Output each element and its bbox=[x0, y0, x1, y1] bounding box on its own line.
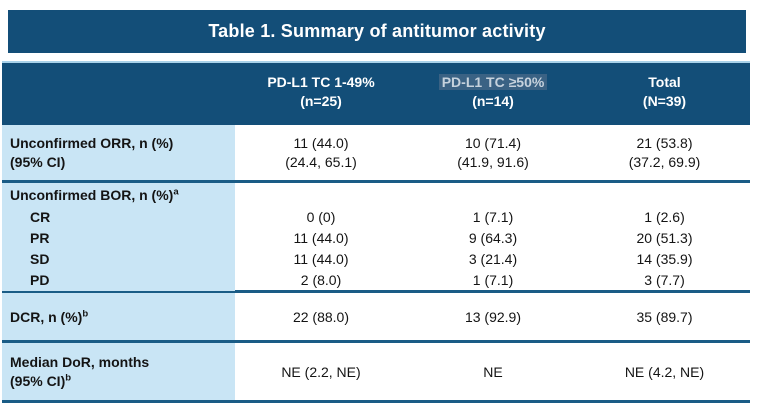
cell-value-line: NE (4.2, NE) bbox=[624, 363, 705, 380]
cell-value-line: 9 (64.3) bbox=[468, 230, 518, 246]
cell-value: 22 (88.0) bbox=[235, 293, 407, 340]
row-label-line: Median DoR, months bbox=[10, 353, 150, 370]
cell-value-line: 1 (7.1) bbox=[472, 272, 514, 288]
cell-value-line: 1 (7.1) bbox=[472, 209, 514, 225]
cell-value-line: (41.9, 91.6) bbox=[457, 153, 529, 170]
cell-value-line: 22 (88.0) bbox=[292, 308, 350, 325]
footnote-marker: a bbox=[173, 185, 179, 197]
row-label-line: DCR, n (%)b bbox=[10, 307, 89, 325]
cell-value: 20 (51.3) bbox=[579, 228, 750, 249]
cell-value: 1 (7.1) bbox=[407, 270, 579, 291]
row-label-line: Unconfirmed BOR, n (%)a bbox=[10, 185, 179, 203]
summary-table: PD-L1 TC 1-49% (n=25) PD-L1 TC ≥50% (n=14) T… bbox=[2, 61, 750, 403]
row-group-1: Unconfirmed ORR, n (%) (95% CI) 11 (44.0) (… bbox=[2, 125, 750, 180]
column-header-line2: (N=39) bbox=[642, 93, 687, 109]
cell-value: NE (2.2, NE) bbox=[235, 343, 407, 400]
row-label-line: PR bbox=[30, 230, 50, 246]
cell-value: 3 (7.7) bbox=[579, 270, 750, 291]
row-group-4: Median DoR, months (95% CI)b NE (2.2, NE) N… bbox=[2, 340, 750, 400]
cell-value: 0 (0) bbox=[235, 207, 407, 228]
table-row: PD 2 (8.0) 1 (7.1) 3 (7.7) bbox=[2, 270, 750, 291]
cell-value: 11 (44.0) bbox=[235, 249, 407, 270]
table-row: Unconfirmed BOR, n (%)a bbox=[2, 183, 750, 207]
cell-value bbox=[407, 183, 579, 207]
cell-value-line: 35 (89.7) bbox=[636, 308, 693, 325]
column-header-line2: (n=14) bbox=[472, 93, 514, 109]
column-header-line1: Total bbox=[648, 74, 681, 90]
table-row: Unconfirmed ORR, n (%) (95% CI) 11 (44.0) (… bbox=[2, 125, 750, 180]
cell-value: 2 (8.0) bbox=[235, 270, 407, 291]
row-label: PR bbox=[2, 228, 235, 249]
cell-value: 1 (2.6) bbox=[579, 207, 750, 228]
cell-value-line: 1 (2.6) bbox=[644, 209, 685, 225]
cell-value-line: 11 (44.0) bbox=[293, 134, 349, 151]
column-header-1: PD-L1 TC ≥50% (n=14) bbox=[407, 63, 579, 125]
cell-value-line: (37.2, 69.9) bbox=[628, 153, 701, 170]
column-header-line1: PD-L1 TC 1-49% bbox=[267, 74, 375, 90]
row-group-3: DCR, n (%)b 22 (88.0) 13 (92.9) 35 (89.7) bbox=[2, 290, 750, 340]
row-label: CR bbox=[2, 207, 235, 228]
cell-value-line: 2 (8.0) bbox=[300, 272, 342, 288]
cell-value-line: 14 (35.9) bbox=[636, 251, 693, 267]
table-header-row: PD-L1 TC 1-49% (n=25) PD-L1 TC ≥50% (n=14) T… bbox=[2, 61, 750, 125]
cell-value-line: 3 (7.7) bbox=[644, 272, 685, 288]
cell-value-line: 13 (92.9) bbox=[464, 308, 522, 325]
row-label: DCR, n (%)b bbox=[2, 293, 235, 340]
cell-value: 14 (35.9) bbox=[579, 249, 750, 270]
table-row: DCR, n (%)b 22 (88.0) 13 (92.9) 35 (89.7) bbox=[2, 293, 750, 340]
cell-value-line: 21 (53.8) bbox=[636, 134, 693, 151]
table-title-banner: Table 1. Summary of antitumor activity bbox=[8, 10, 746, 53]
cell-value: 1 (7.1) bbox=[407, 207, 579, 228]
row-label: Unconfirmed BOR, n (%)a bbox=[2, 183, 235, 207]
cell-value: 13 (92.9) bbox=[407, 293, 579, 340]
cell-value: 10 (71.4) (41.9, 91.6) bbox=[407, 125, 579, 180]
cell-value bbox=[235, 183, 407, 207]
row-label-line: PD bbox=[30, 272, 50, 288]
table-body: Unconfirmed ORR, n (%) (95% CI) 11 (44.0) (… bbox=[2, 125, 750, 400]
column-header-line2: (n=25) bbox=[300, 93, 342, 109]
cell-value-line: NE (2.2, NE) bbox=[281, 363, 361, 380]
row-label-line: CR bbox=[30, 209, 51, 225]
table-row: PR 11 (44.0) 9 (64.3) 20 (51.3) bbox=[2, 228, 750, 249]
cell-value-line: 10 (71.4) bbox=[464, 134, 522, 151]
table-title: Table 1. Summary of antitumor activity bbox=[208, 21, 546, 41]
row-label-line: SD bbox=[30, 251, 50, 267]
row-label-line: (95% CI)b bbox=[10, 371, 72, 389]
header-spacer-cell bbox=[2, 63, 235, 125]
table-row: Median DoR, months (95% CI)b NE (2.2, NE) N… bbox=[2, 343, 750, 400]
table-row: CR 0 (0) 1 (7.1) 1 (2.6) bbox=[2, 207, 750, 228]
cell-value-line: 11 (44.0) bbox=[293, 251, 349, 267]
row-label: PD bbox=[2, 270, 235, 291]
row-label: Unconfirmed ORR, n (%) (95% CI) bbox=[2, 125, 235, 180]
cell-value: 3 (21.4) bbox=[407, 249, 579, 270]
row-label-line: Unconfirmed ORR, n (%) bbox=[10, 134, 174, 151]
cell-value-line: 3 (21.4) bbox=[468, 251, 518, 267]
cell-value-line: 20 (51.3) bbox=[636, 230, 693, 246]
row-group-2: Unconfirmed BOR, n (%)a CR 0 (0) 1 (7.1) 1 (… bbox=[2, 180, 750, 291]
cell-value: 35 (89.7) bbox=[579, 293, 750, 340]
cell-value-line: 11 (44.0) bbox=[293, 230, 349, 246]
column-header-0: PD-L1 TC 1-49% (n=25) bbox=[235, 63, 407, 125]
row-label: Median DoR, months (95% CI)b bbox=[2, 343, 235, 400]
cell-value-line: (24.4, 65.1) bbox=[285, 153, 357, 170]
cell-value bbox=[579, 183, 750, 207]
cell-value-line: NE bbox=[483, 363, 503, 380]
cell-value: NE (4.2, NE) bbox=[579, 343, 750, 400]
cell-value: 11 (44.0) bbox=[235, 228, 407, 249]
footnote-marker: b bbox=[65, 371, 72, 383]
cell-value: 9 (64.3) bbox=[407, 228, 579, 249]
footnote-marker: b bbox=[82, 307, 89, 319]
row-label-line: (95% CI) bbox=[10, 153, 66, 170]
column-header-line1: PD-L1 TC ≥50% bbox=[438, 74, 548, 90]
cell-value: 21 (53.8) (37.2, 69.9) bbox=[579, 125, 750, 180]
cell-value: NE bbox=[407, 343, 579, 400]
cell-value: 11 (44.0) (24.4, 65.1) bbox=[235, 125, 407, 180]
table-row: SD 11 (44.0) 3 (21.4) 14 (35.9) bbox=[2, 249, 750, 270]
row-label: SD bbox=[2, 249, 235, 270]
cell-value-line: 0 (0) bbox=[306, 209, 336, 225]
column-header-2: Total (N=39) bbox=[579, 63, 750, 125]
